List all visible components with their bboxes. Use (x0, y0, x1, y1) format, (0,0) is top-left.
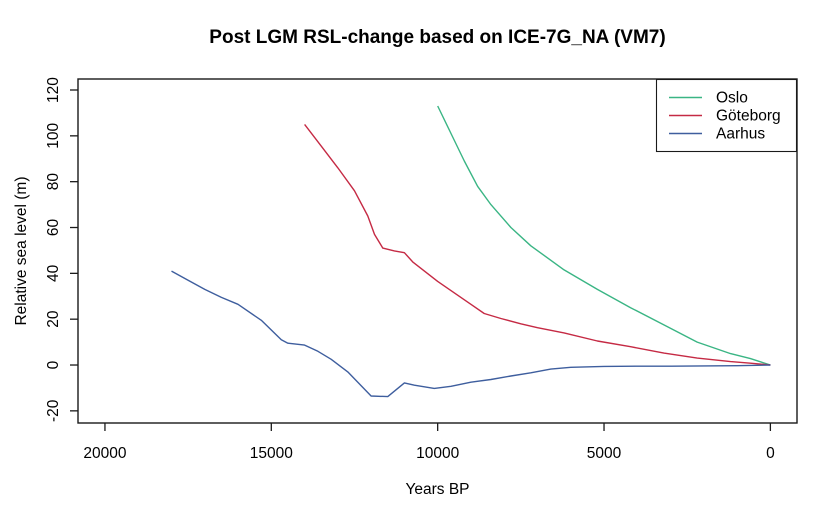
legend-label-aarhus: Aarhus (716, 126, 765, 143)
x-tick-label: 5000 (587, 445, 622, 462)
x-tick-label: 10000 (416, 445, 459, 462)
y-axis-ticks: -20 0 20 40 60 80 100 120 (45, 77, 78, 422)
y-axis-title: Relative sea level (m) (13, 176, 30, 325)
x-axis-title: Years BP (405, 481, 469, 498)
y-tick-label: 0 (45, 360, 62, 369)
y-tick-label: 20 (45, 310, 62, 328)
chart-title: Post LGM RSL-change based on ICE-7G_NA (… (209, 27, 665, 48)
y-tick-label: 100 (45, 123, 62, 149)
series-line-oslo (437, 105, 771, 366)
x-axis-ticks: 20000 15000 10000 5000 0 (83, 423, 775, 462)
legend: Oslo Göteborg Aarhus (655, 78, 798, 153)
series-line-göteborg (304, 123, 771, 366)
series-line-aarhus (171, 270, 771, 398)
y-tick-label: 120 (45, 77, 62, 103)
y-tick-label: 80 (45, 173, 62, 191)
x-tick-label: 20000 (83, 445, 126, 462)
data-series (171, 105, 771, 398)
legend-label-goteborg: Göteborg (716, 108, 781, 125)
x-tick-label: 15000 (250, 445, 293, 462)
y-tick-label: 40 (45, 264, 62, 282)
y-tick-label: -20 (45, 399, 62, 422)
legend-label-oslo: Oslo (716, 90, 748, 107)
y-tick-label: 60 (45, 219, 62, 237)
x-tick-label: 0 (766, 445, 775, 462)
